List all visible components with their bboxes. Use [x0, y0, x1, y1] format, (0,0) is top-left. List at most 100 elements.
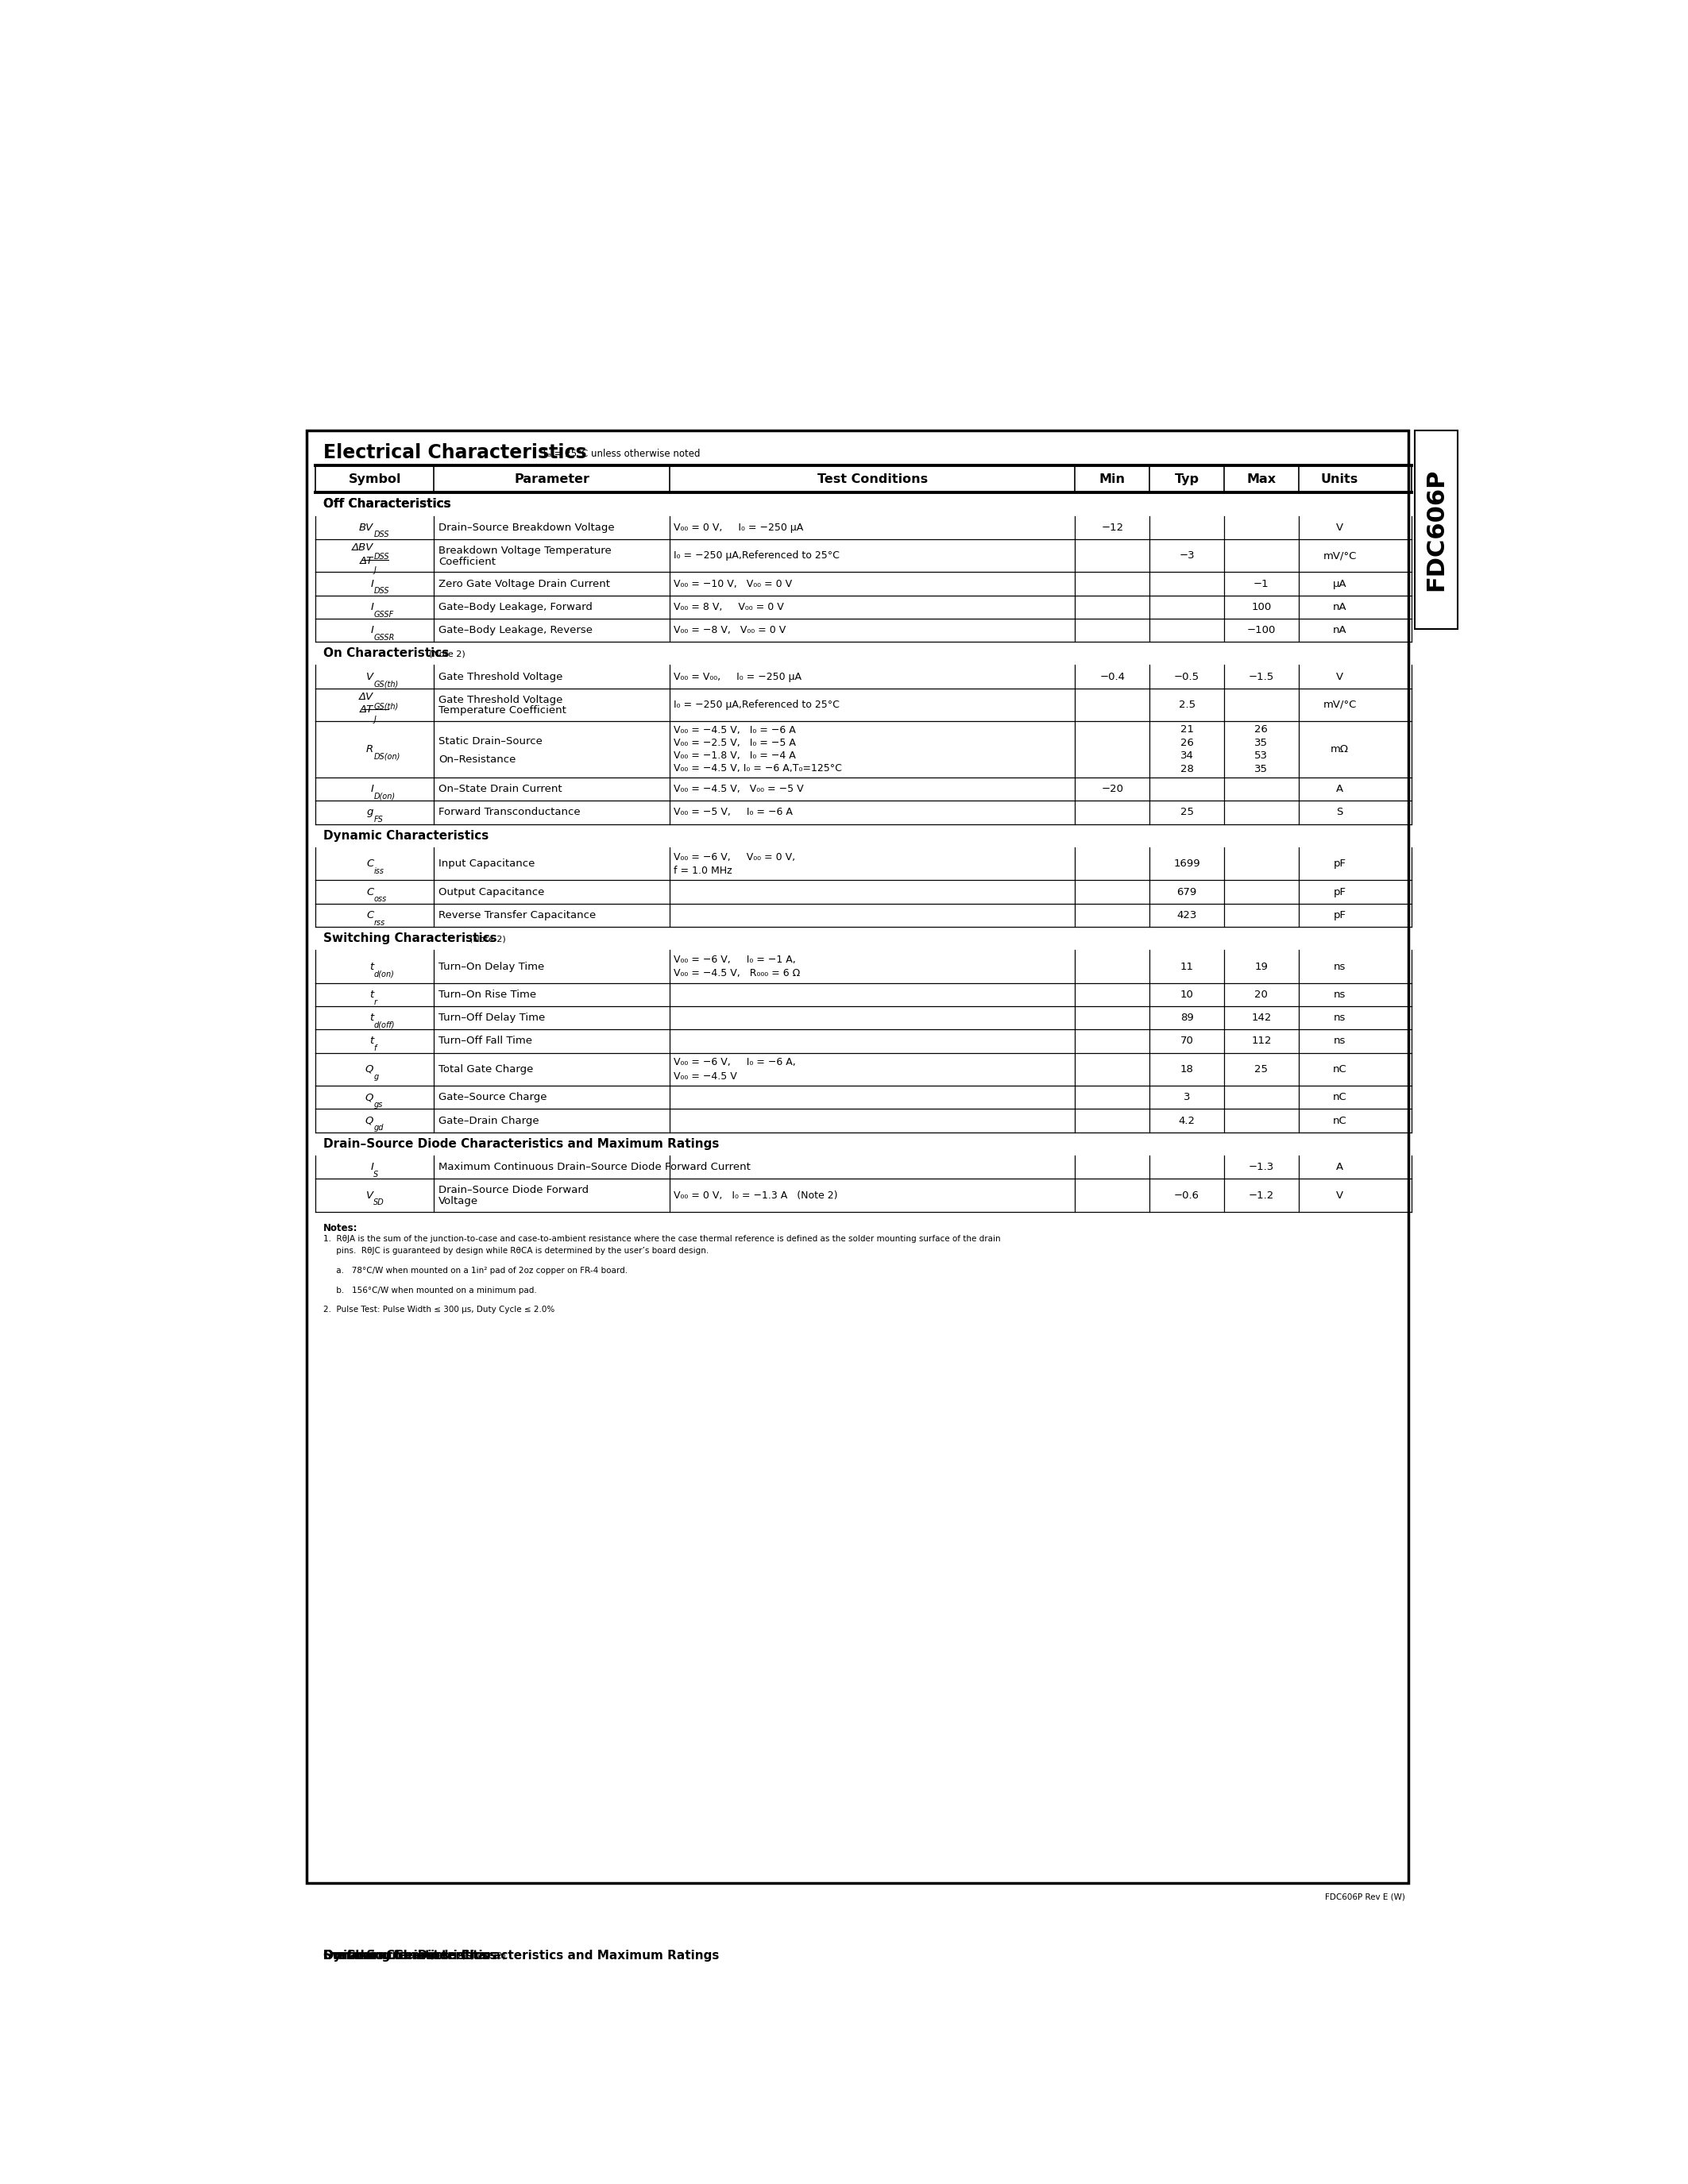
- Text: I: I: [371, 579, 373, 590]
- Text: J: J: [373, 566, 376, 574]
- Text: V₀₀ = −4.5 V,   I₀ = −6 A: V₀₀ = −4.5 V, I₀ = −6 A: [674, 725, 797, 736]
- Text: Drain–Source Breakdown Voltage: Drain–Source Breakdown Voltage: [439, 522, 614, 533]
- Text: ΔV: ΔV: [360, 692, 373, 701]
- Text: C: C: [366, 911, 373, 919]
- Text: t: t: [370, 1013, 373, 1022]
- Text: μA: μA: [1334, 579, 1347, 590]
- Text: −1.2: −1.2: [1249, 1190, 1274, 1201]
- Text: BV: BV: [360, 522, 373, 533]
- Text: DSS: DSS: [373, 553, 390, 561]
- Bar: [1415, 430, 1458, 629]
- Bar: [307, 430, 1408, 1883]
- Text: Switching Characteristics: Switching Characteristics: [322, 933, 496, 943]
- Text: Static Drain–Source: Static Drain–Source: [439, 736, 542, 747]
- Text: nC: nC: [1332, 1116, 1347, 1125]
- Text: Output Capacitance: Output Capacitance: [439, 887, 544, 898]
- Text: f = 1.0 MHz: f = 1.0 MHz: [674, 865, 733, 876]
- Text: ΔT: ΔT: [360, 705, 373, 714]
- Text: Gate Threshold Voltage: Gate Threshold Voltage: [439, 670, 562, 681]
- Text: On Characteristics: On Characteristics: [322, 646, 449, 660]
- Text: C: C: [366, 887, 373, 898]
- Text: V: V: [1337, 522, 1344, 533]
- Text: gs: gs: [373, 1101, 383, 1109]
- Text: DSS: DSS: [373, 531, 390, 539]
- Text: FDC606P: FDC606P: [1425, 467, 1448, 592]
- Text: pins.  RθJC is guaranteed by design while RθCA is determined by the user’s board: pins. RθJC is guaranteed by design while…: [322, 1247, 709, 1256]
- Text: 34: 34: [1180, 751, 1193, 762]
- Text: On Characteristics: On Characteristics: [322, 1950, 449, 1961]
- Text: SD: SD: [373, 1199, 385, 1206]
- Text: On–Resistance: On–Resistance: [439, 753, 515, 764]
- Text: (Note 2): (Note 2): [430, 1952, 466, 1959]
- Text: V₀₀ = −6 V,     V₀₀ = 0 V,: V₀₀ = −6 V, V₀₀ = 0 V,: [674, 852, 795, 863]
- Text: Symbol: Symbol: [348, 474, 402, 485]
- Text: 100: 100: [1251, 603, 1271, 612]
- Text: A: A: [1337, 1162, 1344, 1173]
- Text: I: I: [371, 1162, 373, 1173]
- Text: −0.6: −0.6: [1175, 1190, 1200, 1201]
- Text: V₀₀ = V₀₀,     I₀ = −250 μA: V₀₀ = V₀₀, I₀ = −250 μA: [674, 670, 802, 681]
- Text: Input Capacitance: Input Capacitance: [439, 858, 535, 869]
- Text: ΔBV: ΔBV: [351, 542, 373, 553]
- Text: Typ: Typ: [1175, 474, 1198, 485]
- Text: pF: pF: [1334, 858, 1345, 869]
- Text: FDC606P Rev E (W): FDC606P Rev E (W): [1325, 1894, 1406, 1900]
- Text: Reverse Transfer Capacitance: Reverse Transfer Capacitance: [439, 911, 596, 919]
- Text: pF: pF: [1334, 911, 1345, 919]
- Text: 53: 53: [1254, 751, 1268, 762]
- Text: (Note 2): (Note 2): [429, 651, 466, 657]
- Text: −1.3: −1.3: [1249, 1162, 1274, 1173]
- Text: −12: −12: [1101, 522, 1124, 533]
- Text: iss: iss: [373, 867, 383, 876]
- Text: −3: −3: [1178, 550, 1195, 561]
- Text: 2.  Pulse Test: Pulse Width ≤ 300 μs, Duty Cycle ≤ 2.0%: 2. Pulse Test: Pulse Width ≤ 300 μs, Dut…: [322, 1306, 554, 1315]
- Text: Breakdown Voltage Temperature: Breakdown Voltage Temperature: [439, 546, 611, 555]
- Text: Dynamic Characteristics: Dynamic Characteristics: [322, 830, 488, 841]
- Text: nC: nC: [1332, 1064, 1347, 1075]
- Text: 423: 423: [1177, 911, 1197, 919]
- Text: 20: 20: [1254, 989, 1268, 1000]
- Text: V: V: [366, 670, 373, 681]
- Text: ns: ns: [1334, 1013, 1345, 1022]
- Text: GSSR: GSSR: [373, 633, 395, 642]
- Text: GS(th): GS(th): [373, 679, 398, 688]
- Text: mΩ: mΩ: [1330, 745, 1349, 756]
- Text: Total Gate Charge: Total Gate Charge: [439, 1064, 533, 1075]
- Text: 1.  RθJA is the sum of the junction-to-case and case-to-ambient resistance where: 1. RθJA is the sum of the junction-to-ca…: [322, 1234, 1001, 1243]
- Text: V₀₀ = −8 V,   V₀₀ = 0 V: V₀₀ = −8 V, V₀₀ = 0 V: [674, 625, 787, 636]
- Text: −1: −1: [1254, 579, 1269, 590]
- Text: 11: 11: [1180, 961, 1193, 972]
- Text: Voltage: Voltage: [439, 1197, 478, 1206]
- Text: I₀ = −250 μA,Referenced to 25°C: I₀ = −250 μA,Referenced to 25°C: [674, 550, 841, 561]
- Text: Gate–Source Charge: Gate–Source Charge: [439, 1092, 547, 1103]
- Text: I₀ = −250 μA,Referenced to 25°C: I₀ = −250 μA,Referenced to 25°C: [674, 699, 841, 710]
- Text: V₀₀ = 0 V,   I₀ = −1.3 A   (Note 2): V₀₀ = 0 V, I₀ = −1.3 A (Note 2): [674, 1190, 837, 1201]
- Text: 25: 25: [1254, 1064, 1268, 1075]
- Text: 28: 28: [1180, 764, 1193, 775]
- Text: (Note 2): (Note 2): [469, 1952, 506, 1959]
- Text: nA: nA: [1334, 625, 1347, 636]
- Text: Forward Transconductance: Forward Transconductance: [439, 808, 581, 817]
- Text: V₀₀ = −2.5 V,   I₀ = −5 A: V₀₀ = −2.5 V, I₀ = −5 A: [674, 738, 797, 749]
- Text: 18: 18: [1180, 1064, 1193, 1075]
- Text: g: g: [373, 1072, 378, 1081]
- Text: nA: nA: [1334, 603, 1347, 612]
- Text: I: I: [371, 603, 373, 612]
- Text: ΔT: ΔT: [360, 555, 373, 566]
- Text: V: V: [1337, 670, 1344, 681]
- Text: Units: Units: [1322, 474, 1359, 485]
- Text: Gate Threshold Voltage: Gate Threshold Voltage: [439, 695, 562, 705]
- Text: V₀₀ = −6 V,     I₀ = −1 A,: V₀₀ = −6 V, I₀ = −1 A,: [674, 954, 797, 965]
- Text: DSS: DSS: [373, 587, 390, 594]
- Text: V₀₀ = −5 V,     I₀ = −6 A: V₀₀ = −5 V, I₀ = −6 A: [674, 808, 793, 817]
- Text: I: I: [371, 625, 373, 636]
- Text: d(off): d(off): [373, 1022, 395, 1029]
- Text: ns: ns: [1334, 1035, 1345, 1046]
- Text: 70: 70: [1180, 1035, 1193, 1046]
- Text: S: S: [1337, 808, 1344, 817]
- Text: Maximum Continuous Drain–Source Diode Forward Current: Maximum Continuous Drain–Source Diode Fo…: [439, 1162, 751, 1173]
- Text: Parameter: Parameter: [515, 474, 589, 485]
- Text: Q: Q: [365, 1064, 373, 1075]
- Text: (Note 2): (Note 2): [469, 935, 506, 943]
- Text: 19: 19: [1254, 961, 1268, 972]
